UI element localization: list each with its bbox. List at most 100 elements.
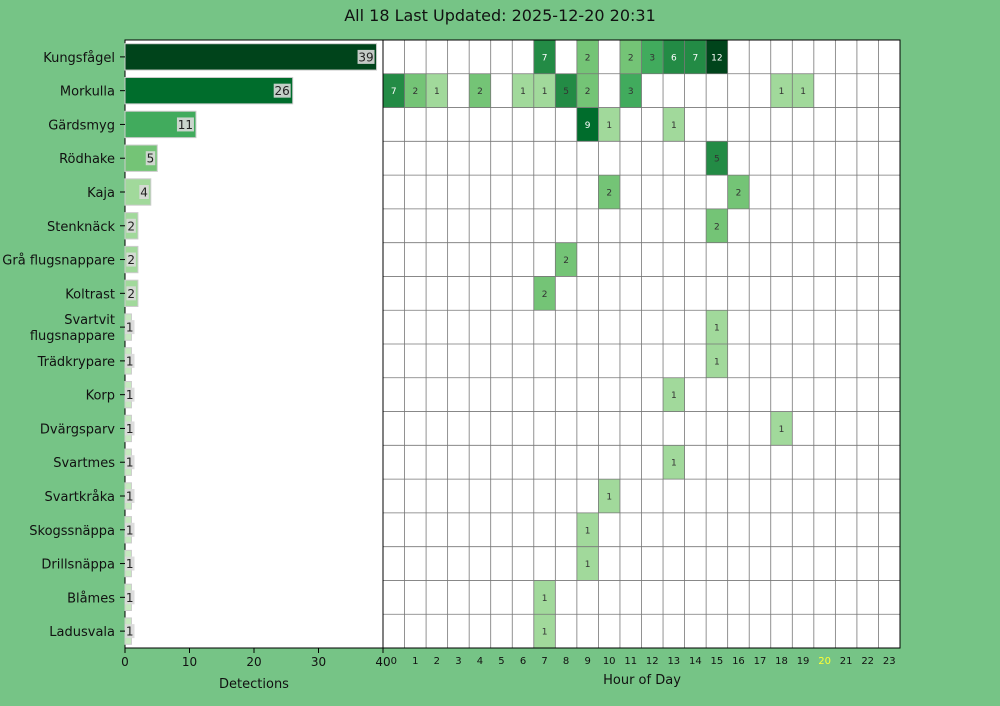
bar-value-label: 4 — [140, 186, 148, 200]
heatmap-cell — [533, 40, 556, 74]
heatmap-cell-label: 1 — [542, 594, 548, 604]
heatmap-cell — [792, 73, 814, 108]
bar-value-box — [126, 286, 136, 301]
bar-value-box — [273, 83, 291, 98]
heatmap-cell — [576, 107, 599, 142]
hour-tick-label: 16 — [732, 656, 745, 667]
bar-value-box — [357, 49, 375, 64]
bar-value-label: 2 — [127, 287, 135, 301]
heatmap-cell-label: 1 — [714, 324, 720, 334]
bar-value-label: 1 — [126, 523, 134, 537]
bar-x-axis-label: Detections — [219, 677, 289, 692]
heatmap-cell — [663, 107, 685, 142]
bar-value-label: 2 — [127, 219, 135, 233]
chart-title: All 18 Last Updated: 2025-12-20 20:31 — [344, 6, 656, 25]
hour-tick-label: 18 — [775, 656, 788, 667]
y-tick-label: Dvärgsparv — [40, 422, 115, 437]
x-tick-label: 30 — [311, 655, 326, 669]
y-tick-label: Grå flugsnappare — [2, 254, 115, 269]
heatmap-cell-label: 1 — [671, 459, 677, 469]
heatmap-cell — [706, 344, 728, 378]
bar-value-box — [125, 421, 135, 436]
hour-tick-label: 23 — [883, 656, 896, 667]
heatmap-cell-label: 2 — [628, 53, 634, 63]
y-tick-label: Kungsfågel — [43, 51, 115, 66]
heatmap-cell — [770, 411, 793, 446]
heatmap-cell — [706, 40, 728, 74]
y-tick-label: Svartvit — [64, 313, 115, 328]
bar-value-box — [125, 522, 135, 537]
heatmap-cell — [426, 73, 448, 108]
bar-value-box — [125, 624, 135, 639]
hour-tick-label: 11 — [624, 656, 637, 667]
bar-value-box — [125, 489, 135, 503]
heatmap-cell — [404, 73, 427, 108]
y-tick-label: Skogssnäppa — [29, 524, 115, 539]
heatmap-cell-label: 3 — [649, 53, 655, 63]
bar-value-label: 1 — [126, 388, 134, 402]
hour-tick-label: 2 — [434, 656, 440, 667]
hour-tick-label: 12 — [646, 656, 659, 667]
bar-value-label: 5 — [147, 152, 155, 166]
bar-value-label: 1 — [126, 422, 134, 436]
heatmap-cell-label: 1 — [714, 357, 720, 367]
heatmap-cell-label: 2 — [542, 290, 548, 300]
heatmap-cell — [619, 40, 642, 74]
heatmap-cell-label: 1 — [671, 121, 677, 131]
x-tick-label: 40 — [375, 655, 390, 669]
heatmap-cell — [706, 310, 728, 344]
heatmap-cell-label: 2 — [736, 189, 742, 199]
bar-value-box — [126, 218, 136, 233]
bar-value-label: 1 — [126, 456, 134, 470]
heatmap-cell — [576, 40, 599, 74]
heatmap-cell-label: 1 — [779, 87, 785, 97]
heatmap-cell-label: 1 — [800, 87, 806, 97]
heatmap-cell-label: 1 — [520, 87, 526, 97]
bar-value-label: 1 — [126, 490, 134, 504]
heatmap-cell — [663, 377, 685, 412]
heatmap-cell — [684, 40, 707, 74]
heatmap-cell-label: 2 — [606, 189, 612, 199]
heatmap-x-axis-label: Hour of Day — [603, 673, 681, 688]
x-tick-label: 0 — [121, 655, 129, 669]
hour-tick-label: 17 — [754, 656, 767, 667]
heatmap-cell — [706, 208, 728, 243]
heatmap-cell-label: 1 — [542, 628, 548, 638]
y-tick-label: Drillsnäppa — [41, 558, 115, 573]
heatmap-cell — [706, 141, 728, 176]
y-tick-label: Gärdsmyg — [48, 118, 115, 133]
y-tick-label: Svartmes — [53, 456, 115, 471]
y-tick-label: Ladusvala — [49, 625, 115, 640]
heatmap-cell-label: 7 — [391, 87, 397, 97]
y-tick-label: Trädkrypare — [37, 355, 115, 370]
hour-tick-label: 3 — [455, 656, 461, 667]
hour-tick-label: 10 — [603, 656, 616, 667]
heatmap-cell-label: 5 — [563, 87, 569, 97]
bar-value-box — [125, 455, 135, 470]
bar-value-label: 11 — [178, 118, 193, 132]
heatmap-cell-label: 1 — [585, 526, 591, 536]
hour-tick-label: 0 — [391, 656, 397, 667]
hour-tick-label: 19 — [797, 656, 810, 667]
heatmap-cell-label: 2 — [412, 87, 418, 97]
x-tick-label: 20 — [246, 655, 261, 669]
heatmap-cell — [533, 73, 556, 108]
hour-tick-label: 1 — [412, 656, 418, 667]
heatmap-cell — [383, 73, 405, 108]
heatmap-cell — [533, 614, 556, 648]
bar-value-box — [125, 590, 135, 605]
bar-value-box — [126, 252, 136, 267]
heatmap-cell-label: 1 — [671, 391, 677, 401]
heatmap-cell — [576, 546, 599, 581]
bar-value-box — [176, 117, 194, 132]
heatmap-cell-label: 2 — [563, 256, 569, 266]
y-tick-label: flugsnappare — [30, 329, 115, 344]
bar-value-label: 1 — [126, 354, 134, 368]
heatmap-cell — [727, 175, 750, 209]
heatmap-frame — [382, 39, 901, 649]
hour-tick-label: 6 — [520, 656, 526, 667]
heatmap-cell-label: 7 — [542, 53, 548, 63]
bar-chart-panel: 39Kungsfågel26Morkulla11Gärdsmyg5Rödhake… — [2, 39, 391, 669]
heatmap-cell-label: 3 — [628, 87, 634, 97]
